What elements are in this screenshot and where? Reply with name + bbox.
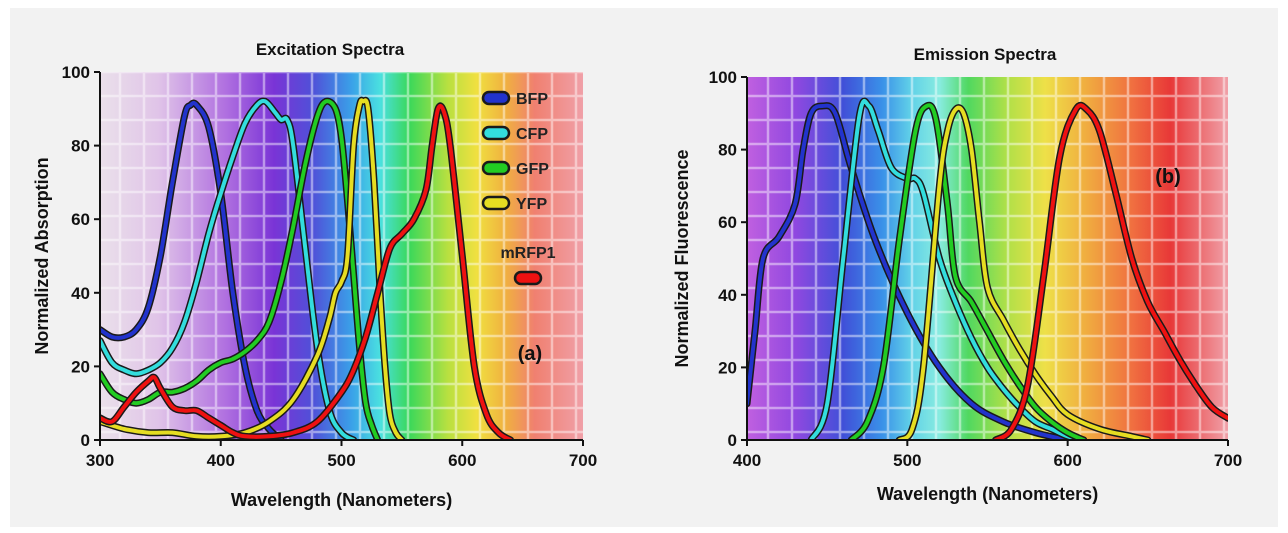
excitation-chart: 0 20 40 60 80 100 300 400 500 600 700 Excitation Sp… [32,40,597,510]
panel-annotation-a: (a) [518,343,542,365]
series-mrfp1-line [993,103,1228,440]
legend-label-mrfp1: mRFP1 [500,245,555,262]
y-tick-label: 80 [718,141,737,160]
series-bfp-a [100,99,285,440]
x-tick-label: 400 [733,451,761,470]
y-tick-label: 20 [71,357,90,376]
series-mrfp1-a [100,102,515,440]
series-group-a [100,96,515,440]
series-mrfp1-line [100,103,513,440]
y-axis-label-b: Normalized Fluorescence [672,149,692,367]
legend-label-gfp: GFP [516,161,549,178]
series-cfp-b [807,97,1088,440]
y-tick-label: 40 [718,286,737,305]
legend: BFP CFP GFP YFP mRFP1 [481,90,556,286]
y-tick-label: 40 [71,284,90,303]
y-tick-label: 80 [71,137,90,156]
panel-annotation-b: (b) [1155,166,1181,188]
legend-swatch-mrfp1 [513,270,543,286]
x-tick-label: 700 [569,451,597,470]
legend-label-cfp: CFP [516,126,548,143]
y-tick-label: 100 [62,63,90,82]
series-cfp-line [809,99,1086,440]
x-axis-label-b: Wavelength (Nanometers) [877,484,1098,504]
y-tick-label: 0 [728,431,737,450]
chart-title-b: Emission Spectra [914,45,1057,64]
series-gfp-b [847,101,1088,440]
series-bfp-b [747,102,1072,440]
series-bfp-line [100,101,284,440]
x-axis-label-a: Wavelength (Nanometers) [231,490,452,510]
x-tick-label: 300 [86,451,114,470]
x-tick-label: 600 [448,451,476,470]
x-tick-label: 700 [1214,451,1242,470]
legend-label-yfp: YFP [516,196,547,213]
series-cfp-a [100,97,358,440]
x-tick-label: 500 [893,451,921,470]
y-tick-label: 60 [71,210,90,229]
series-mrfp1-b [992,101,1228,440]
legend-label-bfp: BFP [516,91,548,108]
y-tick-label: 0 [81,431,90,450]
series-bfp-line [747,103,1070,440]
chart-title-a: Excitation Spectra [256,40,405,59]
x-tick-label: 400 [207,451,235,470]
x-tick-label: 600 [1053,451,1081,470]
series-group-b [747,97,1228,440]
legend-swatch-gfp [481,160,511,176]
y-tick-label: 20 [718,358,737,377]
y-tick-label: 100 [709,68,737,87]
legend-swatch-bfp [481,90,511,106]
y-tick-label: 60 [718,213,737,232]
emission-chart: 0 20 40 60 80 100 400 500 600 700 Emission Spectra… [672,45,1242,504]
x-tick-label: 500 [327,451,355,470]
grid-b [747,77,1228,440]
series-gfp-line [849,103,1086,440]
legend-swatch-yfp [481,195,511,211]
series-yfp-line [897,105,1150,440]
legend-swatch-cfp [481,125,511,141]
y-axis-label-a: Normalized Absorption [32,157,52,354]
series-yfp-b [895,104,1152,440]
series-cfp-line [100,98,356,440]
